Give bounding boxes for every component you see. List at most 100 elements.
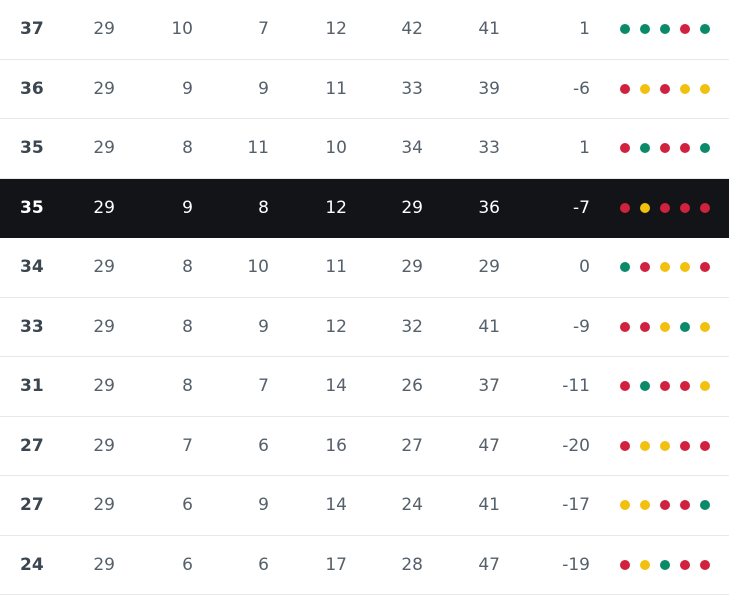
goals-for: 29 bbox=[401, 257, 423, 278]
draws: 9 bbox=[258, 316, 269, 337]
loss-dot bbox=[640, 321, 650, 332]
points: 33 bbox=[20, 316, 44, 337]
loss-dot bbox=[660, 381, 670, 392]
points: 35 bbox=[20, 138, 44, 159]
draws: 7 bbox=[258, 19, 269, 40]
goal-difference: 0 bbox=[579, 257, 590, 278]
points: 27 bbox=[20, 495, 44, 516]
matches-played: 29 bbox=[93, 197, 115, 218]
goals-for: 27 bbox=[401, 435, 423, 456]
form-guide bbox=[620, 298, 710, 357]
table-row[interactable]: 24 29 6 6 17 28 47 -19 bbox=[0, 536, 729, 595]
loss-dot bbox=[660, 202, 670, 213]
table-row-highlighted[interactable]: 35 29 9 8 12 29 36 -7 bbox=[0, 178, 729, 238]
matches-played: 29 bbox=[93, 376, 115, 397]
matches-played: 29 bbox=[93, 138, 115, 159]
loss-dot bbox=[620, 559, 630, 570]
loss-dot bbox=[620, 381, 630, 392]
loss-dot bbox=[620, 202, 630, 213]
loss-dot bbox=[700, 440, 710, 451]
wins: 8 bbox=[182, 257, 193, 278]
goals-for: 29 bbox=[401, 197, 423, 218]
loss-dot bbox=[640, 262, 650, 273]
loss-dot bbox=[620, 321, 630, 332]
points: 35 bbox=[20, 197, 44, 218]
loss-dot bbox=[680, 559, 690, 570]
form-guide bbox=[620, 60, 710, 119]
wins: 6 bbox=[182, 495, 193, 516]
form-guide bbox=[620, 417, 710, 476]
points: 34 bbox=[20, 257, 44, 278]
goals-for: 28 bbox=[401, 554, 423, 575]
table-row[interactable]: 37 29 10 7 12 42 41 1 bbox=[0, 0, 729, 60]
points: 27 bbox=[20, 435, 44, 456]
form-guide bbox=[620, 179, 710, 238]
win-dot bbox=[680, 321, 690, 332]
goals-against: 41 bbox=[478, 316, 500, 337]
goal-difference: -11 bbox=[562, 376, 590, 397]
table-row[interactable]: 33 29 8 9 12 32 41 -9 bbox=[0, 298, 729, 357]
matches-played: 29 bbox=[93, 257, 115, 278]
draw-dot bbox=[700, 381, 710, 392]
table-row[interactable]: 27 29 7 6 16 27 47 -20 bbox=[0, 417, 729, 476]
wins: 8 bbox=[182, 316, 193, 337]
goal-difference: 1 bbox=[579, 138, 590, 159]
wins: 9 bbox=[182, 78, 193, 99]
loss-dot bbox=[700, 202, 710, 213]
form-guide bbox=[620, 0, 710, 59]
table-row[interactable]: 35 29 8 11 10 34 33 1 bbox=[0, 119, 729, 179]
draw-dot bbox=[640, 559, 650, 570]
goals-for: 33 bbox=[401, 78, 423, 99]
points: 31 bbox=[20, 376, 44, 397]
loss-dot bbox=[680, 202, 690, 213]
wins: 7 bbox=[182, 435, 193, 456]
form-guide bbox=[620, 536, 710, 595]
draws: 6 bbox=[258, 554, 269, 575]
table-row[interactable]: 27 29 6 9 14 24 41 -17 bbox=[0, 476, 729, 536]
goal-difference: -7 bbox=[573, 197, 590, 218]
wins: 9 bbox=[182, 197, 193, 218]
draws: 10 bbox=[247, 257, 269, 278]
win-dot bbox=[640, 24, 650, 35]
draws: 7 bbox=[258, 376, 269, 397]
goals-against: 36 bbox=[478, 197, 500, 218]
win-dot bbox=[700, 143, 710, 154]
loss-dot bbox=[620, 143, 630, 154]
losses: 11 bbox=[325, 78, 347, 99]
matches-played: 29 bbox=[93, 78, 115, 99]
win-dot bbox=[660, 24, 670, 35]
draw-dot bbox=[640, 440, 650, 451]
goal-difference: -20 bbox=[562, 435, 590, 456]
loss-dot bbox=[660, 143, 670, 154]
losses: 11 bbox=[325, 257, 347, 278]
loss-dot bbox=[620, 83, 630, 94]
draws: 11 bbox=[247, 138, 269, 159]
loss-dot bbox=[700, 262, 710, 273]
win-dot bbox=[640, 143, 650, 154]
goals-for: 26 bbox=[401, 376, 423, 397]
goals-against: 41 bbox=[478, 495, 500, 516]
draw-dot bbox=[640, 202, 650, 213]
form-guide bbox=[620, 357, 710, 416]
goals-for: 32 bbox=[401, 316, 423, 337]
loss-dot bbox=[700, 559, 710, 570]
form-guide bbox=[620, 119, 710, 178]
table-row[interactable]: 36 29 9 9 11 33 39 -6 bbox=[0, 60, 729, 119]
goals-for: 34 bbox=[401, 138, 423, 159]
losses: 14 bbox=[325, 495, 347, 516]
losses: 14 bbox=[325, 376, 347, 397]
draw-dot bbox=[620, 500, 630, 511]
form-guide bbox=[620, 476, 710, 535]
matches-played: 29 bbox=[93, 316, 115, 337]
draw-dot bbox=[640, 83, 650, 94]
win-dot bbox=[700, 500, 710, 511]
wins: 6 bbox=[182, 554, 193, 575]
table-row[interactable]: 34 29 8 10 11 29 29 0 bbox=[0, 238, 729, 298]
draws: 6 bbox=[258, 435, 269, 456]
loss-dot bbox=[660, 83, 670, 94]
goal-difference: -6 bbox=[573, 78, 590, 99]
table-row[interactable]: 31 29 8 7 14 26 37 -11 bbox=[0, 357, 729, 417]
matches-played: 29 bbox=[93, 19, 115, 40]
draws: 9 bbox=[258, 495, 269, 516]
